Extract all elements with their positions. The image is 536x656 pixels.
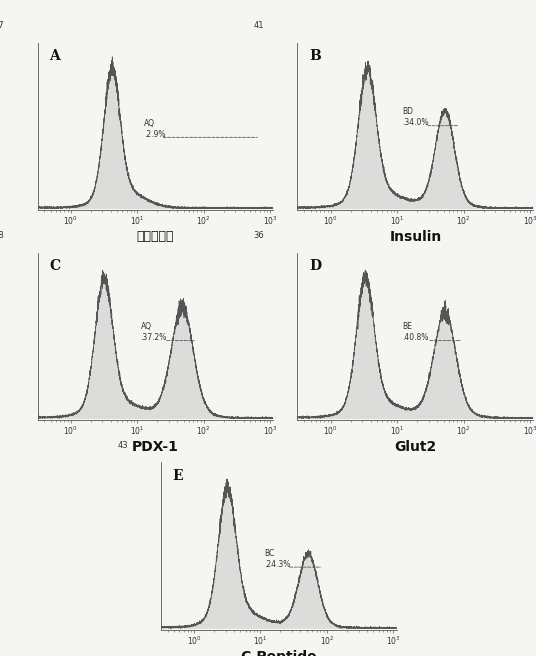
Text: BE
.40.8%: BE .40.8% bbox=[403, 322, 429, 342]
Text: 36: 36 bbox=[254, 231, 264, 240]
Text: C: C bbox=[49, 259, 61, 274]
Text: AQ
.2.9%: AQ .2.9% bbox=[144, 119, 165, 139]
Text: B: B bbox=[309, 49, 321, 64]
X-axis label: Glut2: Glut2 bbox=[394, 440, 436, 454]
Text: AQ
.37.2%: AQ .37.2% bbox=[140, 322, 167, 342]
X-axis label: PDX-1: PDX-1 bbox=[132, 440, 179, 454]
Text: 41: 41 bbox=[254, 21, 264, 30]
Text: BD
.34.0%: BD .34.0% bbox=[403, 107, 429, 127]
X-axis label: C-Peptide: C-Peptide bbox=[241, 650, 317, 656]
Text: 38: 38 bbox=[0, 231, 4, 240]
Text: BC
.24.3%: BC .24.3% bbox=[264, 548, 290, 569]
Text: 77: 77 bbox=[0, 21, 4, 30]
Text: 43: 43 bbox=[117, 441, 128, 450]
Text: D: D bbox=[309, 259, 322, 274]
X-axis label: Insulin: Insulin bbox=[389, 230, 442, 244]
Text: A: A bbox=[49, 49, 60, 64]
X-axis label: 未诱导对照: 未诱导对照 bbox=[137, 230, 174, 243]
Text: E: E bbox=[173, 469, 183, 483]
